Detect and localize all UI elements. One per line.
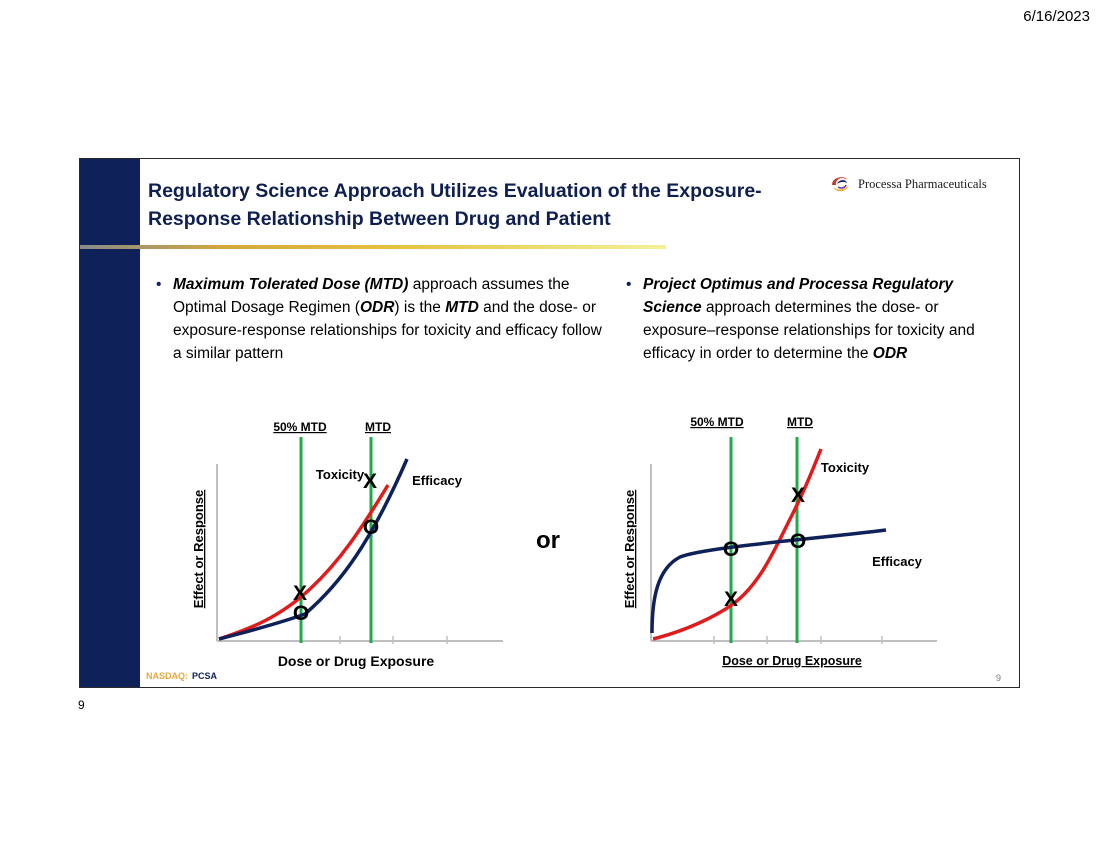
print-date: 6/16/2023: [1023, 8, 1090, 25]
title-line-1: Regulatory Science Approach Utilizes Eva…: [148, 180, 762, 202]
bullet-mtd-part-6: and the dose- or exposure-response relat…: [173, 299, 602, 362]
bullet-dot: •: [626, 276, 632, 293]
bullet-mtd-text: Maximum Tolerated Dose (MTD) approach as…: [173, 273, 613, 365]
chart2-mtd-label: MTD: [787, 415, 813, 429]
bullet-optimus-emphasis: Project Optimus and Processa Regulatory …: [643, 276, 954, 316]
chart2-toxicity-curve: [652, 448, 823, 641]
bullet-mtd-approach: • Maximum Tolerated Dose (MTD) approach …: [156, 273, 613, 365]
chart1-efficacy-marker-50pct: O: [293, 602, 309, 625]
chart1-efficacy-label: Efficacy: [412, 473, 463, 488]
logo-text: Processa Pharmaceuticals: [858, 176, 987, 191]
footer-ticker: NASDAQ: PCSA: [146, 671, 217, 681]
chart1-mtd-label: MTD: [365, 420, 391, 434]
chart2-y-axis-label: Effect or Response: [622, 490, 637, 608]
chart2-efficacy-marker-mtd: O: [790, 530, 806, 553]
chart1-toxicity-label: Toxicity: [316, 467, 365, 482]
bullet-optimus-odr: ODR: [872, 345, 908, 362]
chart2-toxicity-marker-mtd: X: [791, 484, 805, 507]
chart2-50pct-mtd-label: 50% MTD: [690, 415, 744, 429]
slide-title: Regulatory Science Approach Utilizes Eva…: [148, 177, 828, 233]
footer-nasdaq-label: NASDAQ:: [146, 671, 188, 681]
bullet-mtd-mtd: MTD: [445, 299, 479, 316]
slide: Regulatory Science Approach Utilizes Eva…: [79, 158, 1020, 688]
title-line-2: Response Relationship Between Drug and P…: [148, 208, 611, 230]
bullet-mtd-part-2: approach assumes the Optimal Dosage Regi…: [173, 276, 570, 316]
chart1-efficacy-curve: [218, 458, 409, 641]
chart1-toxicity-curve: [218, 484, 390, 641]
print-page-number: 9: [78, 698, 85, 712]
bullet-optimus-part-2: approach determines the dose- or exposur…: [643, 299, 975, 362]
bullet-optimus-text: Project Optimus and Processa Regulatory …: [643, 273, 1013, 365]
company-logo: Processa Pharmaceuticals: [828, 173, 987, 195]
or-separator: or: [536, 527, 560, 554]
chart-optimus-approach: 50% MTD MTD Toxicity Efficacy O X O X Do…: [622, 415, 937, 668]
chart2-efficacy-label: Efficacy: [872, 554, 923, 569]
slide-left-bar: [80, 159, 140, 687]
chart2-efficacy-marker-50pct: O: [723, 538, 739, 561]
title-divider: [80, 245, 666, 249]
slide-number: 9: [995, 673, 1001, 683]
bullet-mtd-odr: ODR: [359, 299, 395, 316]
chart1-efficacy-marker-mtd: O: [363, 516, 379, 539]
bullet-dot: •: [156, 276, 162, 293]
chart1-50pct-mtd-label: 50% MTD: [273, 420, 327, 434]
chart1-x-axis-label: Dose or Drug Exposure: [278, 653, 435, 669]
bullet-mtd-emphasis: Maximum Tolerated Dose (MTD): [173, 276, 409, 293]
bullet-project-optimus: • Project Optimus and Processa Regulator…: [626, 273, 1013, 365]
chart1-y-axis-label: Effect or Response: [191, 490, 206, 608]
chart2-efficacy-curve: [650, 528, 887, 634]
chart-mtd-approach: 50% MTD MTD Toxicity Efficacy X O X O Do…: [191, 420, 503, 669]
chart2-toxicity-label: Toxicity: [821, 460, 870, 475]
chart2-toxicity-marker-50pct: X: [724, 588, 738, 611]
bullet-mtd-part-4: ) is the: [394, 299, 446, 316]
chart2-x-axis-label: Dose or Drug Exposure: [722, 654, 862, 668]
chart1-toxicity-marker-50pct: X: [293, 582, 307, 605]
chart1-toxicity-marker-mtd: X: [363, 470, 377, 493]
processa-logo-icon: [832, 177, 849, 192]
footer-ticker-symbol: PCSA: [192, 671, 218, 681]
